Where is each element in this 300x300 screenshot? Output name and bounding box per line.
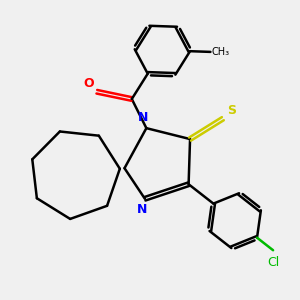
Text: CH₃: CH₃ (212, 47, 230, 57)
Text: N: N (138, 111, 148, 124)
Text: N: N (137, 203, 147, 216)
Text: S: S (227, 104, 236, 117)
Text: O: O (83, 77, 94, 90)
Text: Cl: Cl (267, 256, 279, 269)
